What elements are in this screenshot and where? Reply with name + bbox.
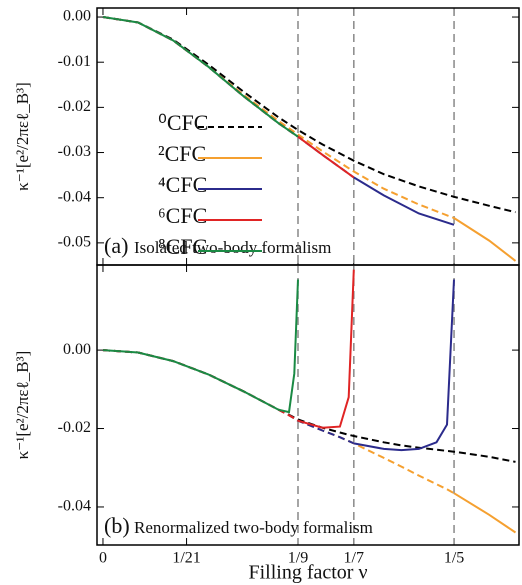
y-axis-label: κ⁻¹[e²/2πεℓ_B³]: [13, 82, 32, 191]
x-axis-label: Filling factor ν: [248, 562, 367, 584]
legend-label: ²CFC: [158, 141, 206, 166]
series-line: [353, 279, 455, 452]
series-line: [102, 16, 299, 138]
plot-frame: [96, 264, 520, 546]
series-line-dashed: [102, 349, 516, 463]
panel-annotation: Isolated two-body formalism: [134, 238, 331, 257]
panel-annotation: Renormalized two-body formalism: [134, 518, 373, 537]
y-tick-label: 0.00: [63, 341, 91, 358]
panel-label: (b): [104, 513, 130, 538]
x-tick-label: 1/21: [172, 550, 200, 567]
series-line-dashed: [102, 16, 455, 219]
y-tick-label: -0.04: [58, 188, 91, 205]
y-tick-label: -0.05: [58, 234, 91, 251]
y-tick-label: -0.04: [58, 498, 91, 515]
series-line: [297, 269, 355, 429]
x-tick-label: 1/5: [444, 550, 464, 567]
series-line: [453, 217, 517, 262]
series-line-dashed: [102, 349, 355, 445]
y-tick-label: -0.02: [58, 98, 91, 115]
y-tick-label: -0.03: [58, 143, 91, 160]
series-line: [102, 279, 299, 414]
y-tick-label: 0.00: [63, 8, 91, 25]
legend-label: ⁸CFC: [158, 234, 207, 259]
y-axis-label: κ⁻¹[e²/2πεℓ_B³]: [13, 351, 32, 460]
panel-label: (a): [104, 233, 128, 258]
y-tick-label: -0.01: [58, 53, 91, 70]
x-tick-label: 1/9: [288, 550, 308, 567]
series-line: [297, 135, 355, 179]
legend-label: ⁴CFC: [158, 172, 207, 197]
y-tick-label: -0.02: [58, 419, 91, 436]
series-line-dashed: [102, 349, 299, 422]
x-tick-label: 0: [99, 550, 107, 567]
legend-label: ⁶CFC: [158, 203, 207, 228]
series-line: [453, 492, 517, 534]
series-line-dashed: [102, 349, 455, 495]
x-tick-label: 1/7: [344, 550, 364, 567]
legend-label: ⁰CFC: [158, 110, 208, 135]
series-line: [353, 176, 455, 226]
series-line-dashed: [102, 16, 355, 179]
